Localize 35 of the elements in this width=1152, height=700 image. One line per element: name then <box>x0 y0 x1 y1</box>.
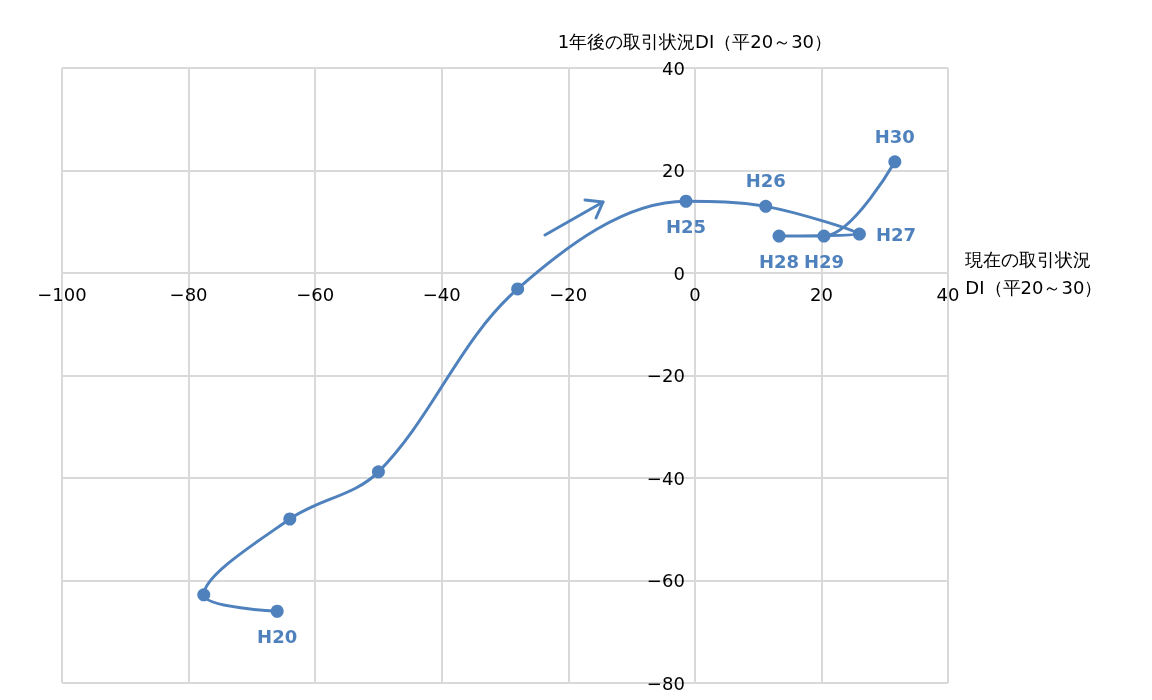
x-tick-label: −20 <box>549 283 588 305</box>
point <box>759 199 773 213</box>
y-tick-label: 40 <box>661 57 685 79</box>
point <box>888 155 902 169</box>
data-label: H26 <box>745 170 786 192</box>
x-tick-label: 20 <box>809 283 833 305</box>
data-label: H30 <box>874 125 915 147</box>
point <box>511 282 525 296</box>
y-tick-label: −40 <box>646 467 685 489</box>
y-axis-title: 1年後の取引状況DI（平20～30） <box>557 30 833 52</box>
data-label: H29 <box>803 251 845 273</box>
y-tick-label: −20 <box>646 365 685 386</box>
x-tick-label: −40 <box>422 283 461 305</box>
y-tick-label: −80 <box>646 672 685 694</box>
x-tick-label: −80 <box>169 283 208 305</box>
point <box>772 229 786 243</box>
point <box>270 604 284 618</box>
x-tick-label: 40 <box>936 283 960 305</box>
data-label: H20 <box>257 626 298 648</box>
x-tick-label: 0 <box>689 283 701 305</box>
y-tick-label: 20 <box>661 160 685 181</box>
x-axis-title: 現在の取引状況 DI（平20～30） <box>965 248 1103 298</box>
x-tick-label: −60 <box>296 283 335 305</box>
data-label: H28 <box>758 251 800 273</box>
point <box>283 512 297 526</box>
data-label: H25 <box>665 216 707 238</box>
point <box>679 194 693 208</box>
point <box>371 465 385 479</box>
x-tick-label: −100 <box>37 283 87 305</box>
point <box>817 229 831 243</box>
y-tick-label: 0 <box>673 262 685 284</box>
y-tick-label: −60 <box>646 570 685 591</box>
point <box>852 227 866 241</box>
point <box>197 588 211 602</box>
data-label: H27 <box>875 223 917 245</box>
